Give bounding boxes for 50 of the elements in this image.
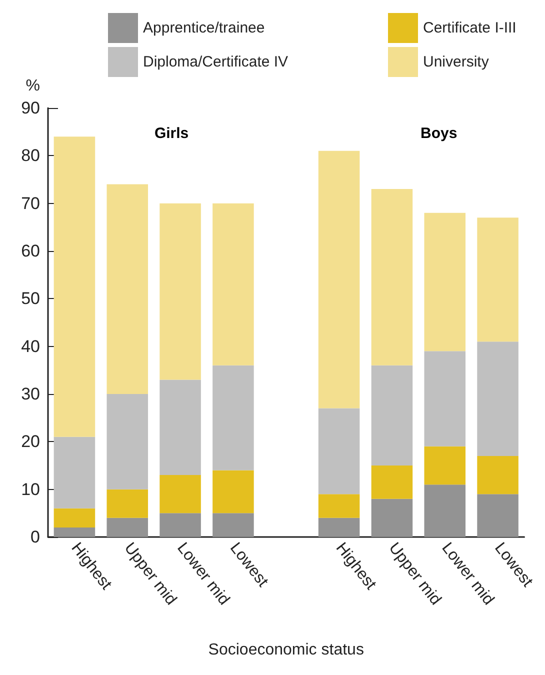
bar [106,518,148,537]
y-tick-label: 0 [30,528,40,546]
bar [318,150,360,408]
bar [160,513,201,537]
legend-label: University [423,54,490,70]
bar [477,218,518,342]
bar [424,484,466,537]
y-tick-label: 40 [21,336,40,356]
annotation: Boys [420,125,458,142]
bar [160,475,201,514]
legend-label: Diploma/Certificate IV [143,54,288,70]
bar [371,498,413,537]
bar [371,365,413,466]
bar [54,527,96,537]
bar [318,518,360,537]
bar [212,513,254,537]
bar [54,436,96,508]
legend-label: Certificate I-III [423,20,516,36]
y-axis-title: % [26,78,40,94]
legend-label: Apprentice/trainee [143,20,265,36]
y-tick-label: 70 [21,194,40,213]
bar [477,494,518,537]
bar [477,342,518,456]
bar [424,351,466,446]
bar [106,184,148,394]
y-tick-label: 10 [21,480,40,499]
bar [424,212,466,352]
bar [54,508,96,528]
bar [106,489,148,518]
y-tick-label: 20 [21,432,40,452]
annotation: Girls [154,125,189,142]
y-tick-label: 30 [21,384,40,404]
bar [212,203,254,366]
bar [106,394,148,490]
y-tick-label: 60 [21,242,40,260]
bar [371,466,413,499]
bar [212,365,254,470]
bar [371,189,413,366]
bar [160,203,201,380]
y-tick-label: 50 [21,289,40,308]
bar [318,408,360,494]
bar [477,456,518,494]
bar [212,470,254,514]
y-tick-label: 80 [21,146,40,166]
bar [318,494,360,518]
x-axis-title: Socioeconomic status [208,642,364,658]
bar [424,446,466,485]
bar [160,380,201,476]
bar [54,136,96,437]
y-tick-label: 90 [21,98,40,118]
